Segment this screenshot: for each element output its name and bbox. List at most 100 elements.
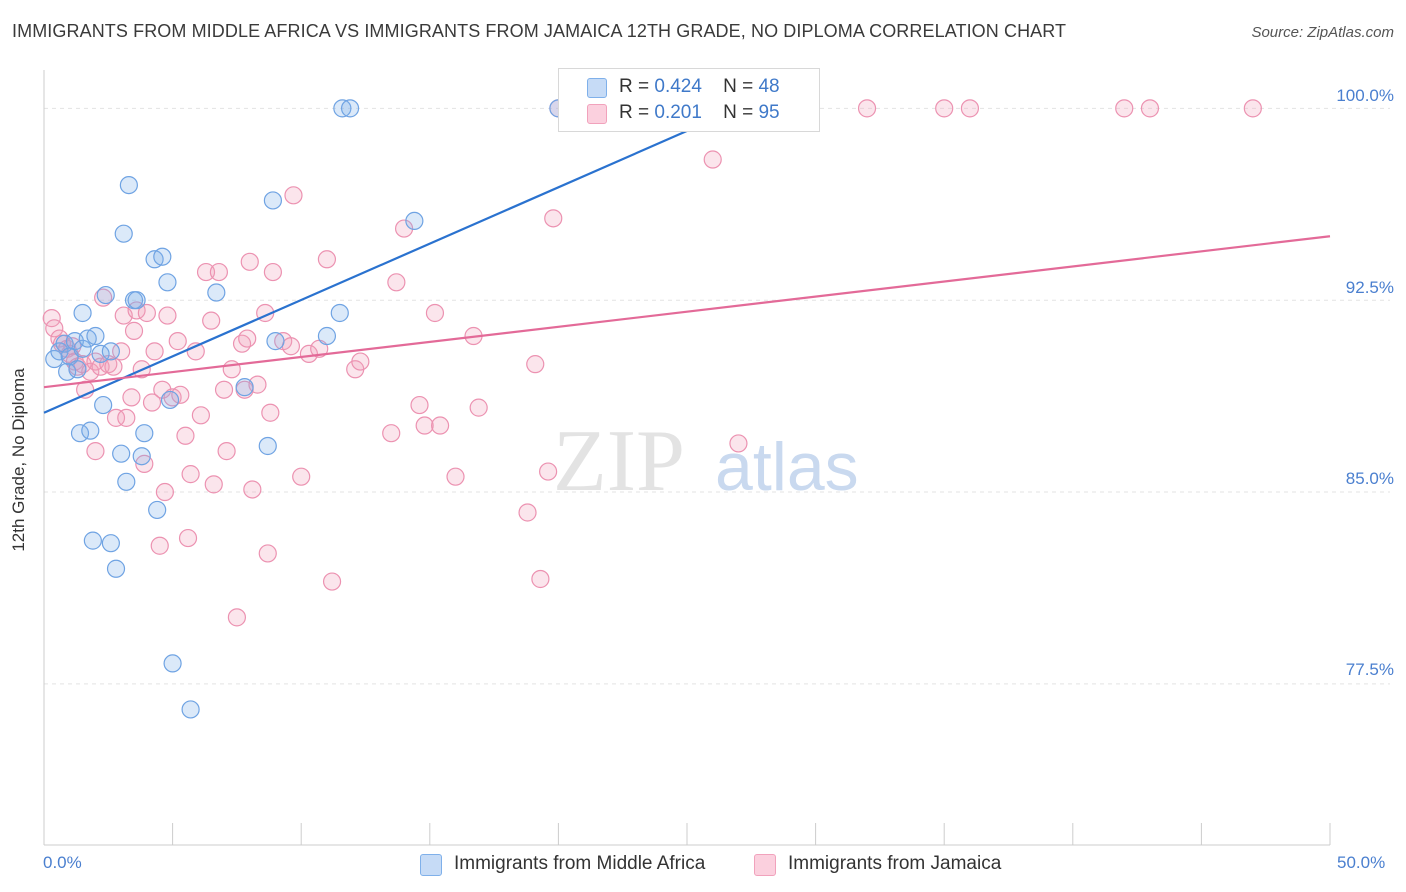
data-point-jamaica <box>202 311 221 330</box>
data-point-jamaica <box>191 406 210 425</box>
data-point-middle-africa <box>163 654 182 673</box>
data-point-middle-africa <box>86 326 105 346</box>
data-point-middle-africa <box>101 534 120 553</box>
data-point-jamaica <box>284 186 303 205</box>
trend-layer <box>43 107 1331 414</box>
watermark-atlas: atlas <box>715 429 859 505</box>
data-point-jamaica <box>227 608 246 627</box>
r-label: R = <box>619 102 650 123</box>
y-axis-label: 12th Grade, No Diploma <box>9 368 28 552</box>
x-tick-label: 0.0% <box>43 853 82 872</box>
n-label: N = <box>723 102 754 123</box>
data-point-jamaica <box>387 273 406 292</box>
data-point-jamaica <box>238 329 257 348</box>
r-label: R = <box>619 76 650 97</box>
data-point-middle-africa <box>114 224 133 243</box>
data-point-jamaica <box>292 467 311 486</box>
data-point-jamaica <box>142 393 162 412</box>
legend-label: Immigrants from Middle Africa <box>454 853 706 874</box>
data-point-middle-africa <box>317 326 337 346</box>
data-point-jamaica <box>351 352 370 371</box>
data-point-jamaica <box>935 99 954 118</box>
data-point-jamaica <box>410 395 429 415</box>
legend-label: Immigrants from Jamaica <box>788 853 1002 874</box>
data-point-middle-africa <box>263 191 283 210</box>
data-point-jamaica <box>153 380 172 399</box>
data-point-jamaica <box>145 342 164 361</box>
data-point-jamaica <box>263 262 283 282</box>
data-point-jamaica <box>171 385 190 404</box>
data-point-middle-africa <box>207 283 226 302</box>
data-point-middle-africa <box>148 500 167 520</box>
data-point-jamaica <box>394 219 414 238</box>
data-point-jamaica <box>150 536 169 555</box>
data-point-jamaica <box>281 337 301 356</box>
data-point-jamaica <box>415 416 434 435</box>
data-point-jamaica <box>209 262 228 282</box>
data-point-middle-africa <box>83 531 102 550</box>
data-point-jamaica <box>469 398 488 417</box>
y-tick-label: 92.5% <box>1345 278 1394 297</box>
data-point-middle-africa <box>235 378 254 397</box>
data-point-jamaica <box>526 355 545 374</box>
data-point-jamaica <box>430 416 450 435</box>
data-point-jamaica <box>124 321 144 340</box>
y-tick-label: 85.0% <box>1345 469 1394 488</box>
data-point-jamaica <box>181 465 200 484</box>
y-tick-label: 77.5% <box>1345 660 1394 679</box>
trend-line-jamaica <box>43 235 1331 389</box>
data-point-middle-africa <box>266 332 285 351</box>
data-point-jamaica <box>106 408 126 427</box>
chart-source: Source: ZipAtlas.com <box>1251 24 1394 41</box>
data-point-jamaica <box>104 357 123 376</box>
data-point-jamaica <box>112 342 131 361</box>
data-point-jamaica <box>240 252 259 271</box>
data-point-jamaica <box>531 569 550 589</box>
data-point-jamaica <box>168 332 187 351</box>
data-point-middle-africa <box>73 339 92 358</box>
legend-swatch-middle-africa <box>420 854 442 876</box>
data-point-middle-africa <box>258 436 277 456</box>
data-point-middle-africa <box>153 247 172 266</box>
r-value: 0.424 <box>654 76 702 97</box>
data-point-middle-africa <box>81 421 100 440</box>
r-value: 0.201 <box>654 102 702 123</box>
data-point-middle-africa <box>119 175 138 195</box>
data-point-jamaica <box>258 544 277 563</box>
data-point-jamaica <box>317 250 337 269</box>
data-point-jamaica <box>155 482 174 502</box>
data-point-jamaica <box>122 388 141 407</box>
points-layer <box>42 99 1262 719</box>
data-point-middle-africa <box>132 447 151 466</box>
data-point-jamaica <box>1243 99 1262 118</box>
legend-swatch-jamaica <box>587 104 607 124</box>
data-point-middle-africa <box>333 99 352 118</box>
data-point-jamaica <box>204 475 223 494</box>
data-point-middle-africa <box>73 303 92 323</box>
data-point-jamaica <box>960 99 980 118</box>
data-point-jamaica <box>425 303 445 323</box>
trend-line-middle-africa <box>43 107 739 414</box>
data-point-middle-africa <box>96 285 115 305</box>
data-point-jamaica <box>178 528 198 548</box>
data-point-jamaica <box>232 334 252 353</box>
data-point-jamaica <box>196 262 216 282</box>
data-point-middle-africa <box>127 291 146 310</box>
data-point-middle-africa <box>106 559 126 578</box>
n-value: 95 <box>758 102 780 123</box>
data-point-middle-africa <box>117 472 136 491</box>
data-point-jamaica <box>1115 99 1134 118</box>
data-point-jamaica <box>214 380 234 399</box>
data-point-jamaica <box>45 319 64 338</box>
data-point-middle-africa <box>340 99 360 118</box>
chart-title: IMMIGRANTS FROM MIDDLE AFRICA VS IMMIGRA… <box>12 21 1067 41</box>
data-point-jamaica <box>158 306 177 325</box>
data-point-jamaica <box>518 503 537 522</box>
data-point-jamaica <box>117 408 136 427</box>
data-point-middle-africa <box>160 390 180 410</box>
data-point-middle-africa <box>68 360 87 379</box>
data-point-jamaica <box>137 303 156 323</box>
data-point-middle-africa <box>181 700 200 719</box>
data-point-jamaica <box>243 480 262 499</box>
axes-layer <box>43 70 1331 846</box>
